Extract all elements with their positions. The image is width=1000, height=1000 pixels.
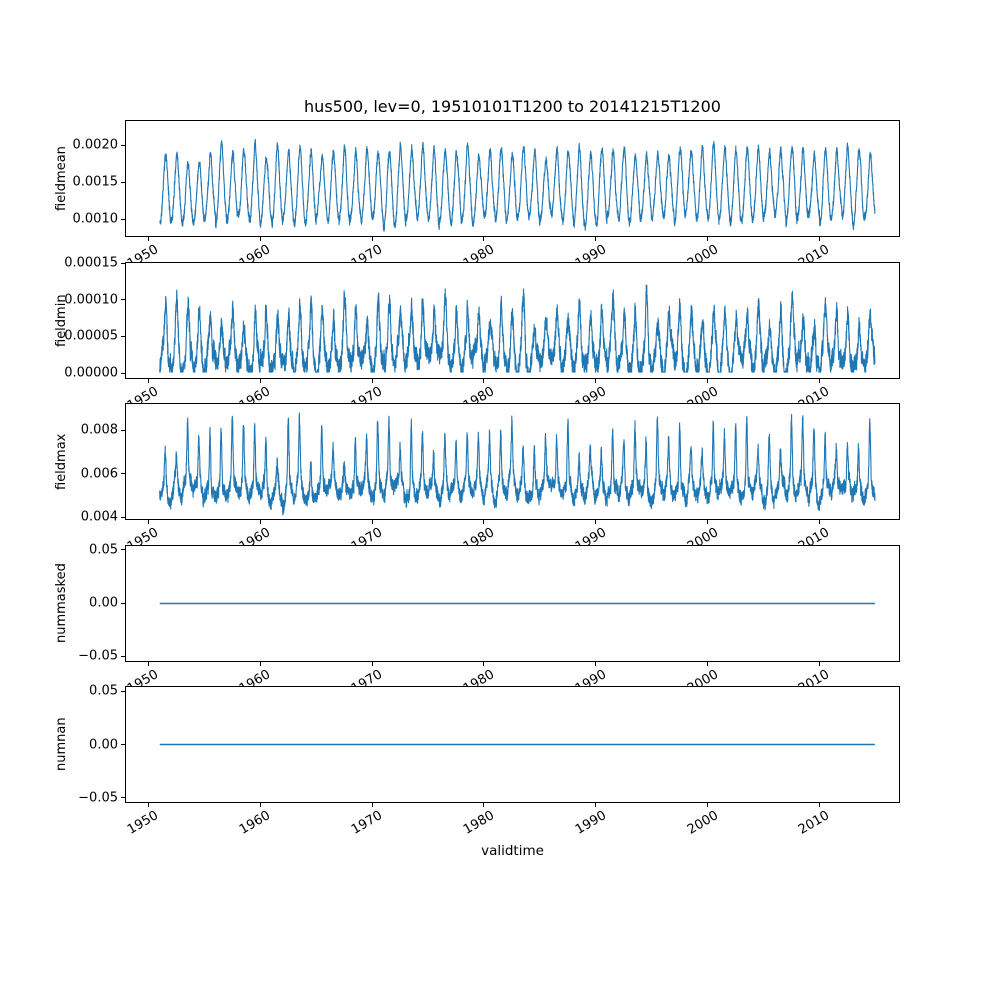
x-tick-mark [483,520,485,524]
y-tick-label: −0.05 [78,648,118,664]
x-tick-label: 1970 [348,808,386,838]
x-tick-mark [147,237,149,241]
y-tick-mark [121,473,125,475]
y-tick-label: 0.00 [89,737,118,752]
y-tick-mark [121,335,125,337]
x-tick-mark [595,661,597,666]
subplot-nummasked: nummasked −0.05 0.00 0.05 [54,543,900,666]
y-tick-label: 0.0010 [72,211,119,227]
x-tick-mark [147,803,149,807]
x-tick-mark [707,661,709,666]
y-tick-mark [121,744,125,745]
x-tick-mark [818,378,820,383]
y-tick-label: 0.00000 [64,365,118,381]
fieldmax-ylabel: fieldmax [54,433,69,490]
fieldmin-line-plot [159,283,876,373]
x-axis-label: validtime [481,843,544,859]
y-tick-label: 0.05 [89,542,118,558]
y-tick-label: 0.00 [89,595,118,611]
x-tick-label: 1960 [237,808,274,838]
x-tick-mark [371,378,373,383]
x-tick-mark [707,803,709,807]
x-tick-mark [595,378,597,383]
y-tick-mark [121,144,125,146]
x-tick-mark [259,378,261,383]
x-tick-mark [818,520,820,524]
fieldmax-line-plot [159,412,876,516]
x-tick-label: 2000 [684,808,721,838]
x-tick-mark [259,661,261,666]
x-tick-mark [707,520,709,524]
y-tick-mark [121,797,125,799]
x-tick-mark [483,237,485,241]
chart-title: hus500, lev=0, 19510101T1200 to 20141215… [304,97,721,116]
y-tick-mark [121,429,125,431]
y-tick-mark [121,218,125,220]
y-tick-mark [121,299,125,301]
y-tick-mark [121,602,125,604]
x-tick-mark [707,378,709,383]
x-tick-mark [818,803,820,807]
y-tick-mark [121,690,125,692]
x-tick-mark [147,378,149,383]
y-tick-label: −0.05 [78,790,118,806]
x-tick-mark [259,803,261,807]
x-tick-mark [818,661,820,666]
y-tick-mark [121,262,125,264]
x-tick-label: 1990 [572,808,609,838]
y-tick-mark [121,655,125,657]
y-tick-label: 0.0020 [72,137,119,153]
fieldmean-line-plot [159,138,876,232]
x-tick-mark [483,378,485,383]
fieldmin-ylabel: fieldmin [54,293,69,347]
fieldmean-ylabel: fieldmean [54,146,69,211]
y-tick-label: 0.00015 [64,255,118,271]
numnan-line-plot [159,743,875,746]
x-tick-mark [371,803,373,807]
x-tick-mark [371,661,373,666]
subplot-fieldmean: fieldmean 0.0010 0.0015 0.0020 [54,120,900,241]
x-tick-label: 2010 [796,808,833,838]
x-tick-mark [595,520,597,524]
subplot-fieldmin: fieldmin 0.00000 0.00005 0.00010 0.00015 [54,257,900,383]
y-tick-label: 0.008 [80,422,118,438]
x-tick-mark [259,237,261,241]
x-tick-mark [371,520,373,524]
x-tick-mark [707,237,709,241]
y-tick-mark [121,549,125,551]
x-tick-mark [483,661,485,666]
subplot-fieldmax: fieldmax 0.004 0.006 0.008 [54,403,900,524]
x-tick-mark [595,237,597,241]
y-tick-mark [121,372,125,374]
fieldmean-line [159,138,876,232]
numnan-ylabel: numnan [54,717,69,772]
y-tick-label: 0.00010 [64,292,118,308]
y-tick-label: 0.0015 [72,174,119,190]
x-tick-mark [483,803,485,807]
x-tick-label: 1980 [460,808,497,838]
nummasked-ylabel: nummasked [54,563,69,643]
y-tick-label: 0.00005 [64,328,118,344]
x-tick-mark [595,803,597,807]
x-tick-mark [371,237,373,241]
fieldmin-line [159,283,876,373]
y-tick-label: 0.05 [89,683,118,699]
y-tick-mark [121,181,125,183]
x-tick-mark [147,661,149,666]
y-tick-mark [121,516,125,518]
x-tick-mark [818,237,820,241]
y-tick-label: 0.004 [80,509,118,525]
y-tick-label: 0.006 [80,466,118,482]
x-tick-mark [147,520,149,524]
fieldmax-line [159,412,876,516]
nummasked-line-plot [159,602,875,604]
x-tick-mark [259,520,261,524]
x-tick-label: 1950 [125,808,162,838]
subplot-numnan: numnan −0.05 0.00 0.05 [54,685,900,807]
